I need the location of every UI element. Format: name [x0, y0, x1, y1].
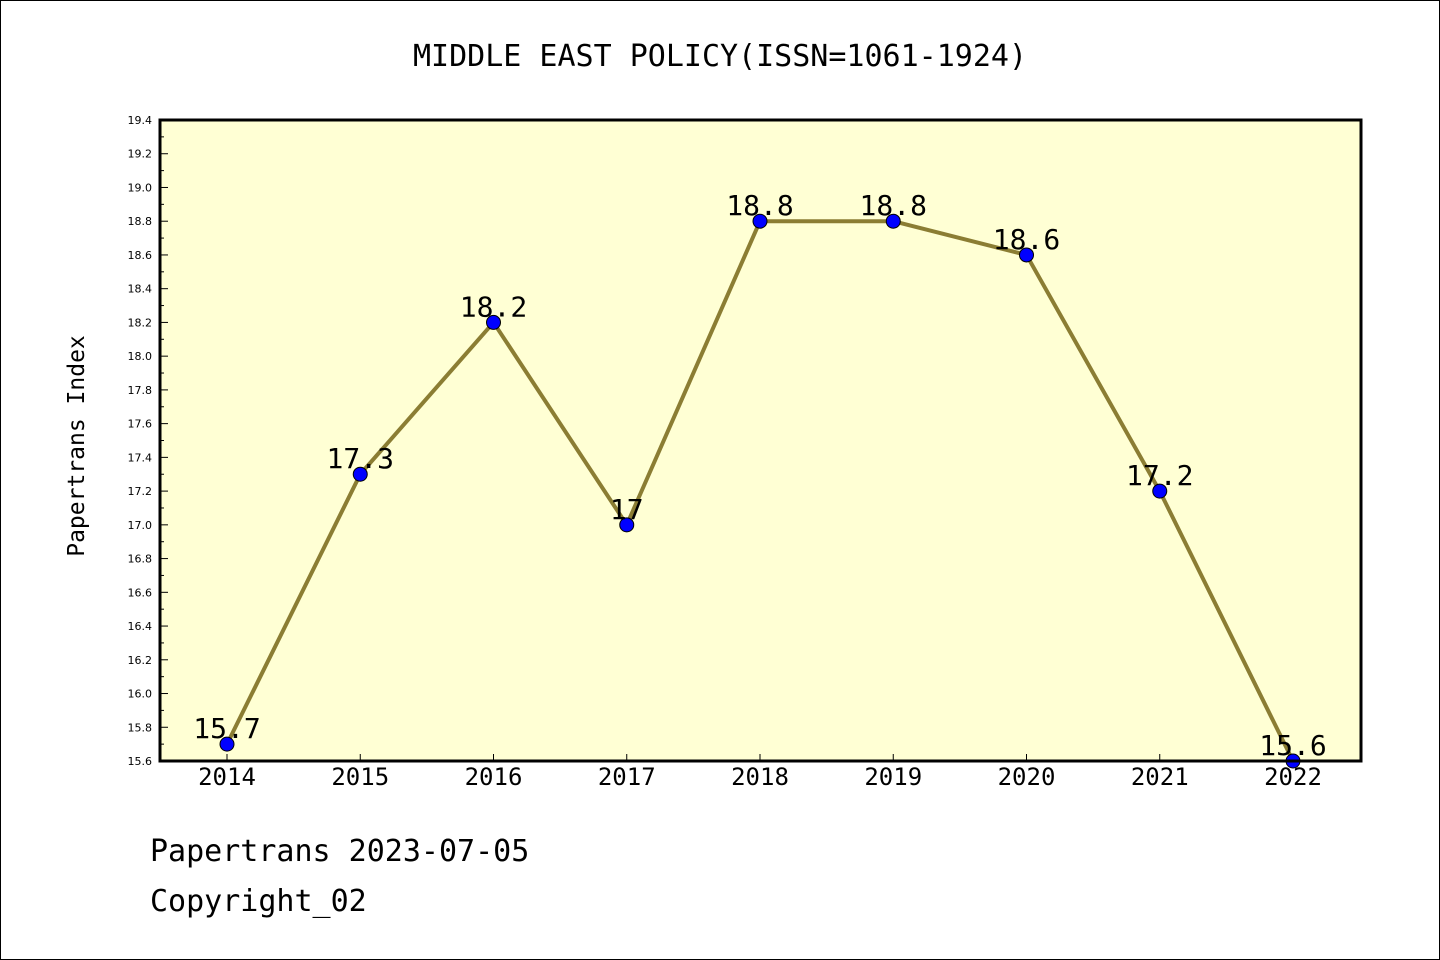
data-point [752, 213, 768, 229]
footer-date: Papertrans 2023-07-05 [150, 834, 530, 869]
y-axis: 15.6 15.8 16.0 16.2 16.4 16.6 16.8 17.0 17.2 17.4… [128, 114, 168, 768]
data-labels: 15.7 17.3 18.2 17 18.8 18.8 18.6 17.2 15.6 [193, 189, 1326, 762]
y-tick-label: 16.8 [128, 553, 153, 566]
y-tick-label: 18.4 [128, 283, 153, 296]
y-tick-label: 16.4 [128, 620, 153, 633]
data-point [1019, 247, 1034, 263]
y-tick-label: 17.6 [128, 418, 153, 431]
data-point [885, 213, 901, 229]
x-tick-label: 2015 [331, 763, 389, 791]
x-tick-label: 2020 [998, 763, 1056, 791]
y-tick-label: 18.6 [128, 249, 153, 262]
data-label: 18.8 [860, 189, 927, 222]
data-label: 17 [610, 493, 644, 526]
data-point [1152, 483, 1168, 499]
y-tick-label: 15.8 [128, 721, 153, 734]
x-tick-label: 2021 [1131, 763, 1189, 791]
y-tick-label: 19.0 [128, 181, 153, 194]
y-tick-label: 15.6 [128, 755, 153, 768]
y-tick-label: 18.8 [128, 215, 153, 228]
x-tick-label: 2019 [864, 763, 922, 791]
data-label: 15.6 [1259, 729, 1326, 762]
data-label: 18.6 [993, 223, 1060, 256]
y-tick-label: 17.8 [128, 384, 153, 397]
data-point [352, 466, 368, 482]
data-label: 18.2 [460, 290, 527, 323]
y-tick-label: 17.4 [128, 451, 153, 464]
chart-title: MIDDLE EAST POLICY(ISSN=1061-1924) [413, 39, 1027, 74]
y-tick-label: 19.2 [128, 148, 153, 161]
y-tick-label: 16.2 [128, 654, 153, 667]
y-tick-label: 17.2 [128, 485, 153, 498]
y-tick-label: 18.2 [128, 316, 153, 329]
data-point [619, 517, 635, 533]
x-tick-label: 2018 [731, 763, 789, 791]
y-tick-label: 19.4 [128, 114, 153, 127]
x-tick-label: 2014 [198, 763, 256, 791]
data-label: 17.2 [1126, 459, 1193, 492]
y-tick-label: 18.0 [128, 350, 153, 363]
footer-copyright: Copyright_02 [150, 884, 367, 919]
x-tick-label: 2017 [598, 763, 656, 791]
x-axis: 2014 2015 2016 2017 2018 2019 2020 2021 2022 [198, 754, 1322, 791]
data-label: 15.7 [193, 712, 260, 745]
x-tick-label: 2016 [465, 763, 523, 791]
y-axis-label: Papertrans Index [64, 335, 90, 557]
y-tick-label: 16.0 [128, 688, 153, 701]
data-point [219, 736, 235, 752]
y-tick-label: 17.0 [128, 519, 153, 532]
data-point [486, 314, 501, 330]
data-label: 17.3 [327, 442, 394, 475]
data-label: 18.8 [726, 189, 793, 222]
y-tick-label: 16.6 [128, 586, 153, 599]
plot-border [158, 118, 1363, 763]
